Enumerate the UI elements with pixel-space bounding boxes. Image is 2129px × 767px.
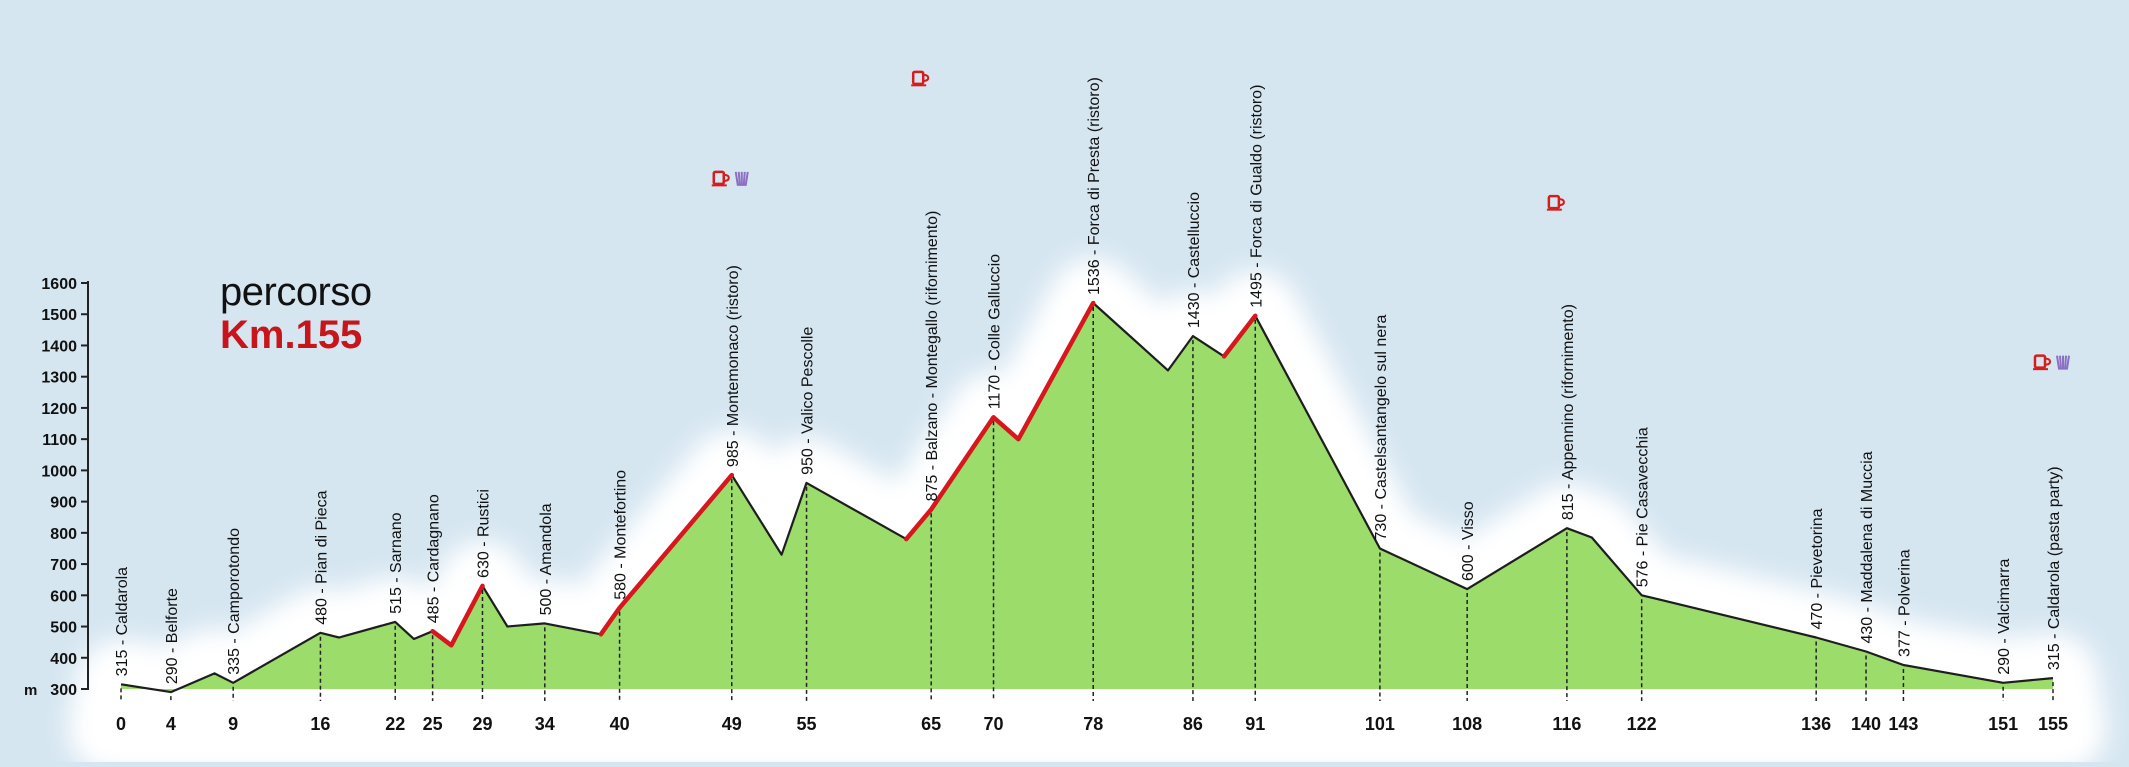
cup-icon — [711, 170, 730, 187]
waypoint-label: 480 - Pian di Pieca — [313, 490, 330, 624]
waypoint-label: 1430 - Castelluccio — [1186, 192, 1203, 328]
x-tick-label: 4 — [166, 714, 176, 734]
chart-title: percorso — [220, 270, 372, 314]
profile-area — [120, 300, 2054, 694]
y-tick-label: 1400 — [41, 338, 77, 355]
x-tick-label: 91 — [1245, 714, 1265, 734]
y-tick-label: 1000 — [41, 463, 77, 480]
waypoint-label: 315 - Caldarola (pasta party) — [2046, 466, 2063, 670]
cup-icon — [1546, 194, 1565, 211]
y-tick-label: 700 — [50, 557, 77, 574]
x-tick-label: 155 — [2038, 714, 2068, 734]
x-tick-label: 29 — [472, 714, 492, 734]
y-tick-label: 600 — [50, 588, 77, 605]
climb-segment — [430, 583, 485, 648]
y-tick-label: 1600 — [41, 276, 77, 293]
waypoint-label: 485 - Cardagnano — [426, 494, 443, 623]
y-tick-label: 500 — [50, 620, 77, 637]
axes: 3004005006007008009001000110012001300140… — [24, 276, 2068, 734]
x-tick-label: 16 — [310, 714, 330, 734]
x-tick-label: 143 — [1888, 714, 1918, 734]
x-tick-label: 116 — [1552, 714, 1581, 734]
cup-icon — [911, 70, 930, 87]
x-tick-label: 0 — [116, 714, 126, 734]
x-tick-label: 122 — [1627, 714, 1657, 734]
waypoint-label: 290 - Valcimarra — [1996, 558, 2013, 674]
climb-segment — [904, 300, 1096, 542]
y-tick-label: 800 — [50, 526, 77, 543]
waypoint-label: 335 - Camporotondo — [226, 528, 243, 675]
title-block: percorso Km.155 — [220, 270, 372, 358]
x-tick-label: 65 — [921, 714, 941, 734]
cup-body — [911, 70, 925, 86]
waypoint-label: 630 - Rustici — [475, 489, 492, 578]
x-tick-label: 101 — [1365, 714, 1395, 734]
y-tick-label: 900 — [50, 495, 77, 512]
cup-handle — [1558, 198, 1565, 207]
x-tick-label: 140 — [1851, 714, 1881, 734]
cup-handle — [923, 73, 930, 82]
x-tick-label: 108 — [1452, 714, 1482, 734]
cup-body — [712, 170, 726, 186]
x-tick-label: 78 — [1083, 714, 1103, 734]
x-tick-label: 40 — [610, 714, 630, 734]
waypoints: 315 - Caldarola 290 - Belforte 335 - Campo… — [114, 70, 2070, 701]
y-tick-label: 1200 — [41, 401, 77, 418]
chart-distance: Km.155 — [220, 313, 363, 357]
waypoint-label: 315 - Caldarola — [114, 567, 131, 677]
y-tick-label: 1100 — [42, 432, 77, 449]
cup-handle — [2044, 357, 2052, 366]
climb-segment — [598, 472, 735, 637]
waypoint-label: 1495 - Forca di Gualdo (ristoro) — [1248, 85, 1265, 308]
waypoint-label: 600 - Visso — [1460, 501, 1477, 581]
cup-handle — [723, 173, 730, 182]
waypoint-label: 875 - Balzano - Montegallo (rifornimento… — [924, 211, 941, 502]
waypoint-label: 500 - Amandola — [538, 503, 555, 615]
x-tick-label: 49 — [722, 714, 742, 734]
x-tick-label: 34 — [535, 714, 555, 734]
food-shape — [2056, 355, 2070, 370]
x-tick-label: 55 — [797, 714, 817, 734]
x-tick-label: 25 — [423, 714, 443, 734]
food-icon — [734, 171, 749, 186]
x-tick-label: 9 — [228, 714, 238, 734]
waypoint-label: 515 - Sarnano — [388, 512, 405, 614]
waypoint-label: 470 - Pievetorina — [1809, 508, 1826, 629]
waypoint-label: 377 - Polverina — [1896, 549, 1913, 657]
y-tick-label: 1500 — [41, 307, 77, 324]
waypoint-label: 815 - Appennino (rifornimento) — [1560, 304, 1577, 520]
y-tick-label: 400 — [50, 651, 77, 668]
waypoint-label: 730 - Castelsantangelo sul nera — [1373, 314, 1390, 540]
x-tick-label: 86 — [1183, 714, 1203, 734]
waypoint-label: 1170 - Colle Galluccio — [987, 254, 1004, 409]
cup-body — [1547, 194, 1561, 210]
waypoint-label: 985 - Montemonaco (ristoro) — [725, 265, 742, 467]
profile-fill — [121, 303, 2053, 693]
x-tick-label: 151 — [1988, 714, 2018, 734]
waypoint-label: 576 - Pie Casavecchia — [1635, 427, 1652, 587]
x-tick-label: 136 — [1801, 714, 1831, 734]
y-tick-label: 300 — [50, 682, 77, 699]
y-unit-label: m — [24, 682, 37, 699]
waypoint-label: 950 - Valico Pescolle — [800, 327, 817, 475]
y-tick-label: 1300 — [41, 370, 77, 387]
waypoint-label: 290 - Belforte — [164, 588, 181, 684]
waypoint-label: 580 - Montefortino — [613, 470, 630, 600]
cup-icon — [2033, 354, 2052, 371]
cup-body — [2033, 354, 2047, 369]
waypoint-label: 1536 - Forca di Presta (ristoro) — [1086, 77, 1103, 295]
food-shape — [734, 171, 749, 186]
waypoint-label: 430 - Maddalena di Muccia — [1859, 451, 1876, 643]
x-tick-label: 22 — [385, 714, 405, 734]
climb-segment — [1221, 313, 1258, 359]
x-tick-label: 70 — [984, 714, 1004, 734]
food-icon — [2056, 355, 2070, 370]
